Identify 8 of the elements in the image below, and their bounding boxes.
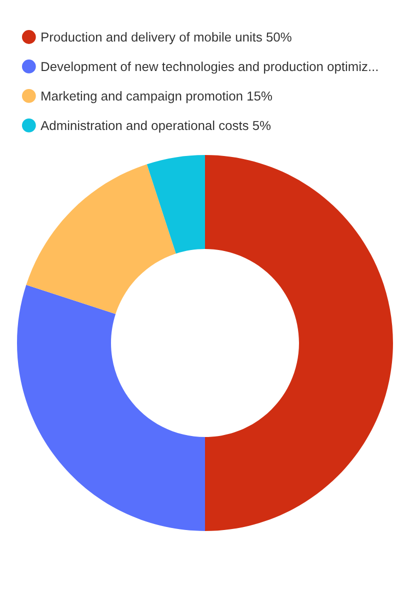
donut-slice [205, 155, 393, 531]
donut-slice [146, 155, 205, 254]
legend-label: Development of new technologies and production optimiz... [42, 62, 378, 74]
legend-label: Production and delivery of mobile units 50% [42, 32, 292, 44]
legend-label: Administration and operational costs 5% [40, 120, 271, 133]
legend-label: Marketing and campaign promotion 15% [42, 91, 272, 104]
donut-slice [17, 284, 205, 531]
donut-slice [26, 164, 176, 314]
